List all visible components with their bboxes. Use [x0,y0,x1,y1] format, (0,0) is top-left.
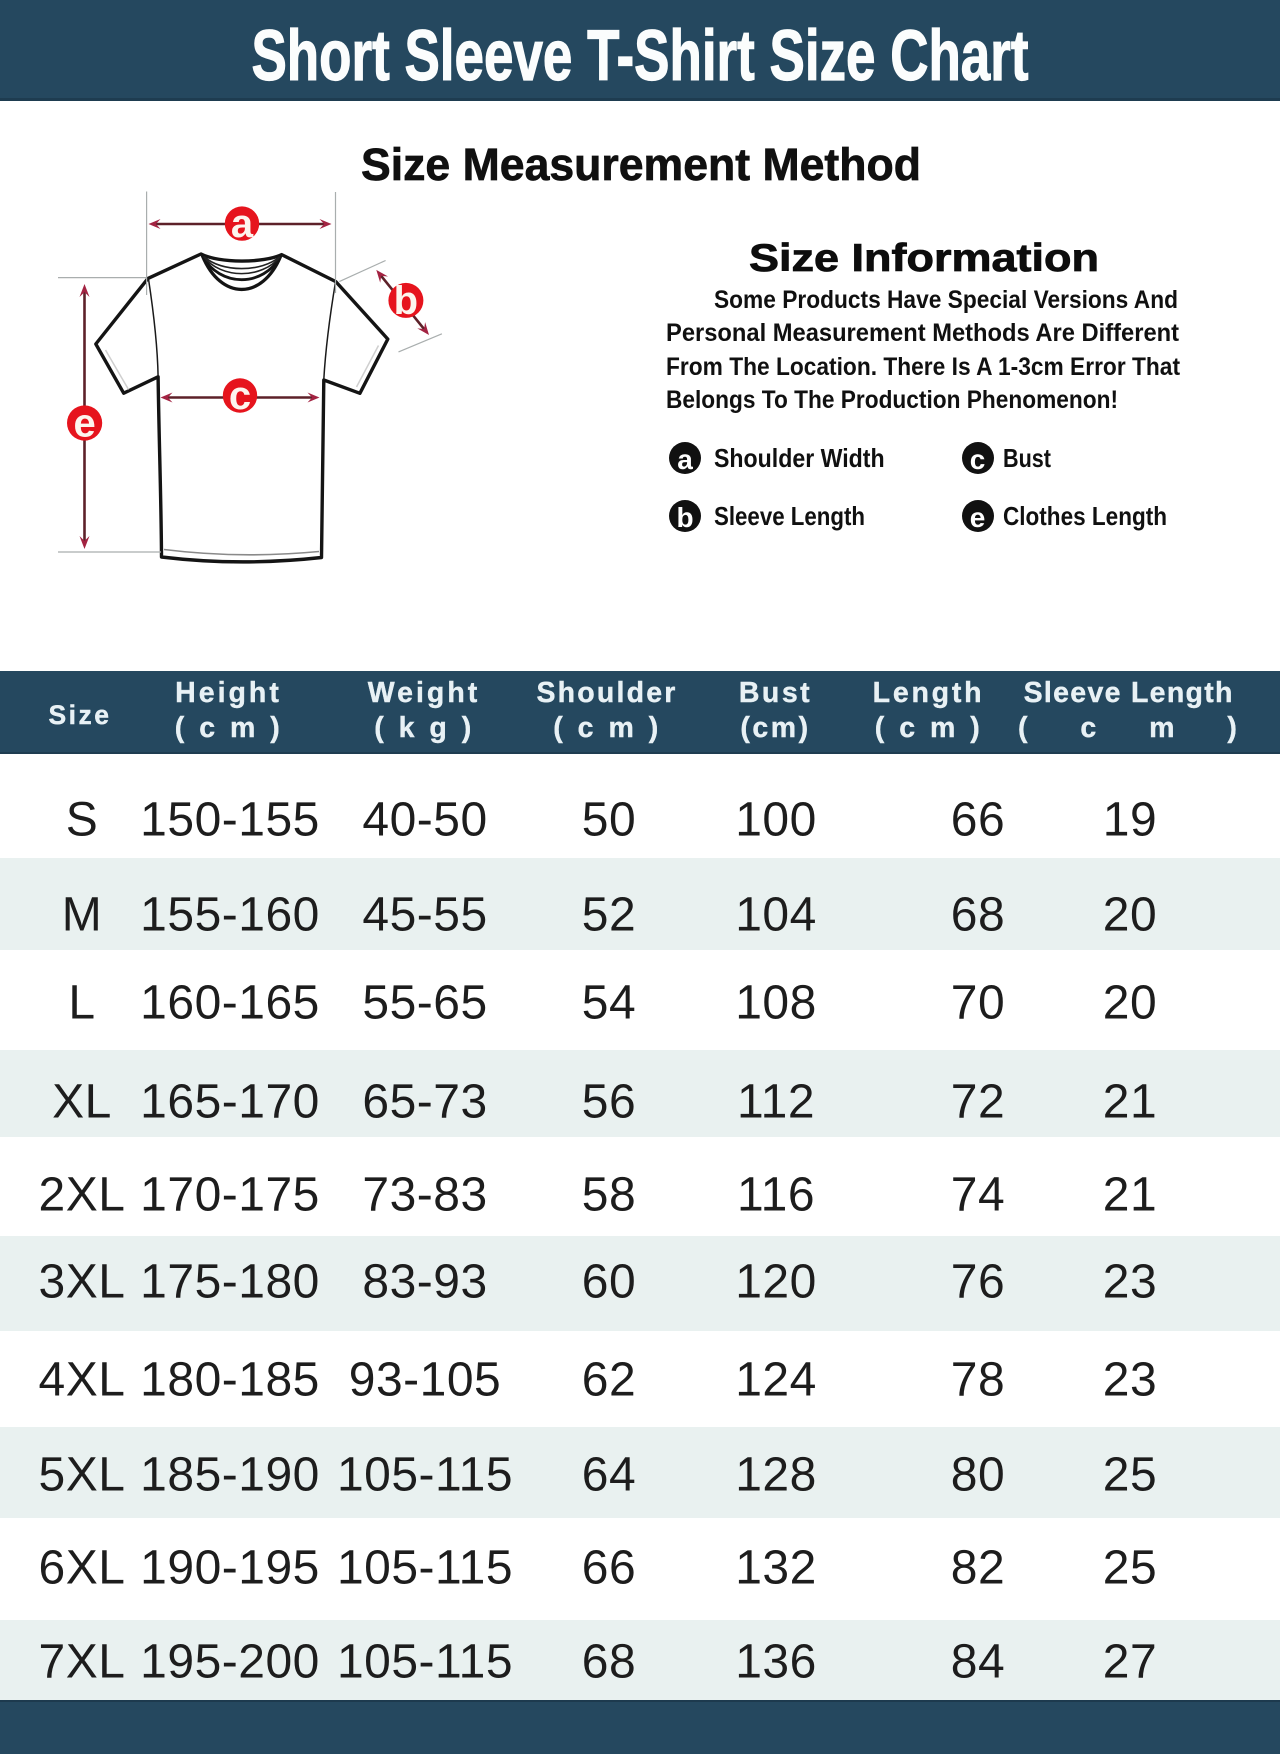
svg-text:b: b [394,279,418,323]
svg-text:a: a [231,202,254,246]
svg-text:e: e [73,402,95,446]
svg-text:c: c [229,374,251,418]
